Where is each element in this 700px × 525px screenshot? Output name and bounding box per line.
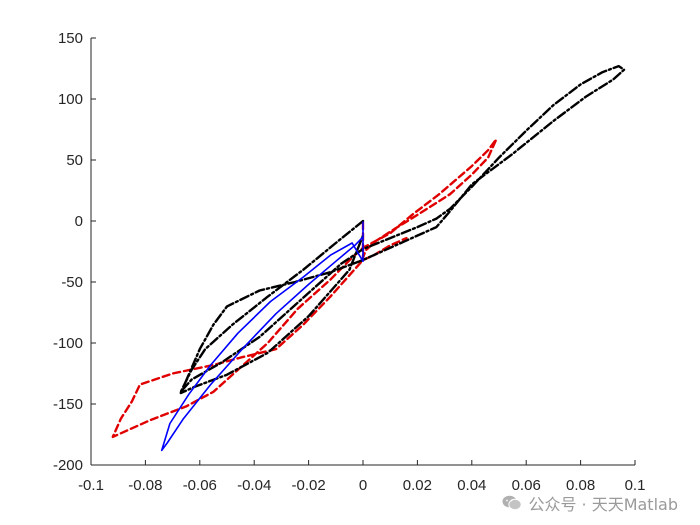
x-tick-label: 0.1 (625, 477, 646, 494)
watermark-text: 公众号 · 天天Matlab (528, 495, 678, 514)
x-tick-label: -0.1 (78, 477, 104, 494)
y-tick-label: -200 (53, 457, 83, 474)
y-ticks: -200 -150 -100 -50 0 50 100 150 (53, 30, 96, 474)
y-tick-label: -100 (53, 335, 83, 352)
plot-area (111, 64, 626, 452)
x-ticks: -0.1 -0.08 -0.06 -0.04 -0.02 0 0.02 0.04 0.06 0.0… (78, 460, 645, 494)
x-tick-label: -0.06 (183, 477, 217, 494)
series-line-3 (160, 221, 364, 452)
series-line-1 (111, 138, 498, 439)
y-tick-label: 50 (66, 152, 83, 169)
y-tick-label: 0 (75, 213, 83, 230)
y-tick-label: -50 (61, 274, 83, 291)
x-tick-label: 0.02 (403, 477, 432, 494)
y-tick-label: 150 (58, 30, 83, 47)
wechat-icon (502, 495, 523, 511)
y-tick-label: 100 (58, 91, 83, 108)
x-tick-label: 0.08 (566, 477, 595, 494)
x-tick-label: -0.04 (237, 477, 271, 494)
x-tick-label: 0.04 (457, 477, 486, 494)
y-tick-label: -150 (53, 396, 83, 413)
x-tick-label: -0.08 (128, 477, 162, 494)
x-tick-label: -0.02 (291, 477, 325, 494)
watermark: 公众号 · 天天Matlab (502, 491, 678, 515)
x-tick-label: 0.06 (512, 477, 541, 494)
x-tick-label: 0 (359, 477, 367, 494)
series-line-2 (179, 64, 626, 395)
